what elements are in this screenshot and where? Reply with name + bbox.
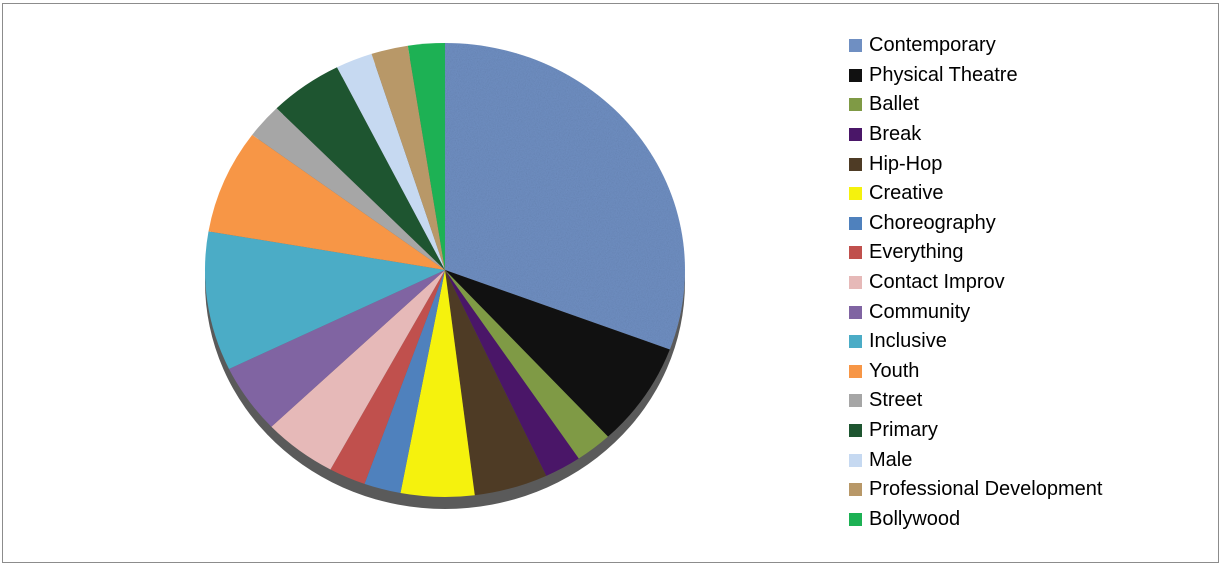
pie-slice-creative — [400, 270, 475, 497]
legend-swatch — [849, 512, 862, 526]
legend-label: Ballet — [869, 93, 920, 116]
legend-label: Community — [869, 300, 971, 323]
legend-label: Everything — [869, 241, 964, 264]
pie-slice-contemporary — [445, 43, 685, 350]
legend-swatch — [849, 216, 862, 230]
legend-item-youth: Youth — [849, 357, 1102, 387]
pie-chart — [205, 43, 685, 509]
pie-slice-inclusive — [205, 231, 445, 369]
pie-slice-contact-improv — [271, 270, 445, 470]
legend-item-contact-improv: Contact Improv — [849, 268, 1102, 298]
legend-item-inclusive: Inclusive — [849, 327, 1102, 357]
legend-label: Street — [869, 389, 923, 412]
pie-slice-male — [337, 53, 445, 271]
pie-slice-hip-hop — [445, 270, 547, 496]
pie-slice-bollywood — [407, 43, 445, 270]
legend-label: Hip-Hop — [869, 152, 943, 175]
legend-label: Youth — [869, 359, 920, 382]
pie-slice-community — [228, 270, 445, 427]
legend-swatch — [849, 335, 862, 349]
legend-item-professional-development: Professional Development — [849, 475, 1102, 505]
legend-swatch — [849, 128, 862, 142]
legend-item-street: Street — [849, 386, 1102, 416]
legend-item-contemporary: Contemporary — [849, 31, 1102, 61]
legend: Contemporary Physical Theatre Ballet Break H… — [849, 31, 1102, 534]
legend-swatch — [849, 39, 862, 53]
legend-swatch — [849, 246, 862, 260]
legend-swatch — [849, 187, 862, 201]
legend-label: Contact Improv — [869, 271, 1005, 294]
legend-swatch — [849, 483, 862, 497]
legend-swatch — [849, 394, 862, 408]
legend-item-bollywood: Bollywood — [849, 505, 1102, 535]
legend-item-physical-theatre: Physical Theatre — [849, 61, 1102, 91]
legend-label: Bollywood — [869, 507, 961, 530]
legend-item-choreography: Choreography — [849, 209, 1102, 239]
pie-slice-everything — [330, 270, 445, 484]
legend-label: Contemporary — [869, 34, 996, 57]
pie-slice-choreography — [364, 270, 445, 494]
legend-swatch — [849, 453, 862, 467]
pie-slice-street — [252, 108, 445, 270]
legend-swatch — [849, 424, 862, 438]
legend-swatch — [849, 364, 862, 378]
legend-label: Break — [869, 123, 922, 146]
legend-label: Creative — [869, 182, 944, 205]
legend-swatch — [849, 276, 862, 290]
pie-slice-break — [445, 270, 579, 476]
legend-item-ballet: Ballet — [849, 90, 1102, 120]
legend-label: Male — [869, 448, 913, 471]
legend-label: Inclusive — [869, 330, 947, 353]
legend-item-primary: Primary — [849, 416, 1102, 446]
legend-item-break: Break — [849, 120, 1102, 150]
pie-slice-physical-theatre — [445, 270, 670, 437]
legend-swatch — [849, 98, 862, 112]
legend-label: Physical Theatre — [869, 63, 1018, 86]
pie-slice-professional-development — [371, 45, 445, 270]
pie-slice-primary — [276, 67, 445, 270]
legend-item-creative: Creative — [849, 179, 1102, 209]
legend-swatch — [849, 157, 862, 171]
legend-item-everything: Everything — [849, 238, 1102, 268]
legend-label: Choreography — [869, 211, 996, 234]
legend-swatch — [849, 68, 862, 82]
legend-swatch — [849, 305, 862, 319]
legend-item-hip-hop: Hip-Hop — [849, 149, 1102, 179]
chart-area: Contemporary Physical Theatre Ballet Break H… — [2, 3, 1219, 563]
pie-slice-ballet — [445, 270, 608, 459]
legend-label: Primary — [869, 419, 938, 442]
legend-item-community: Community — [849, 297, 1102, 327]
pie-slices — [205, 43, 685, 497]
legend-item-male: Male — [849, 445, 1102, 475]
pie-slice-youth — [208, 134, 445, 270]
legend-label: Professional Development — [869, 478, 1103, 501]
